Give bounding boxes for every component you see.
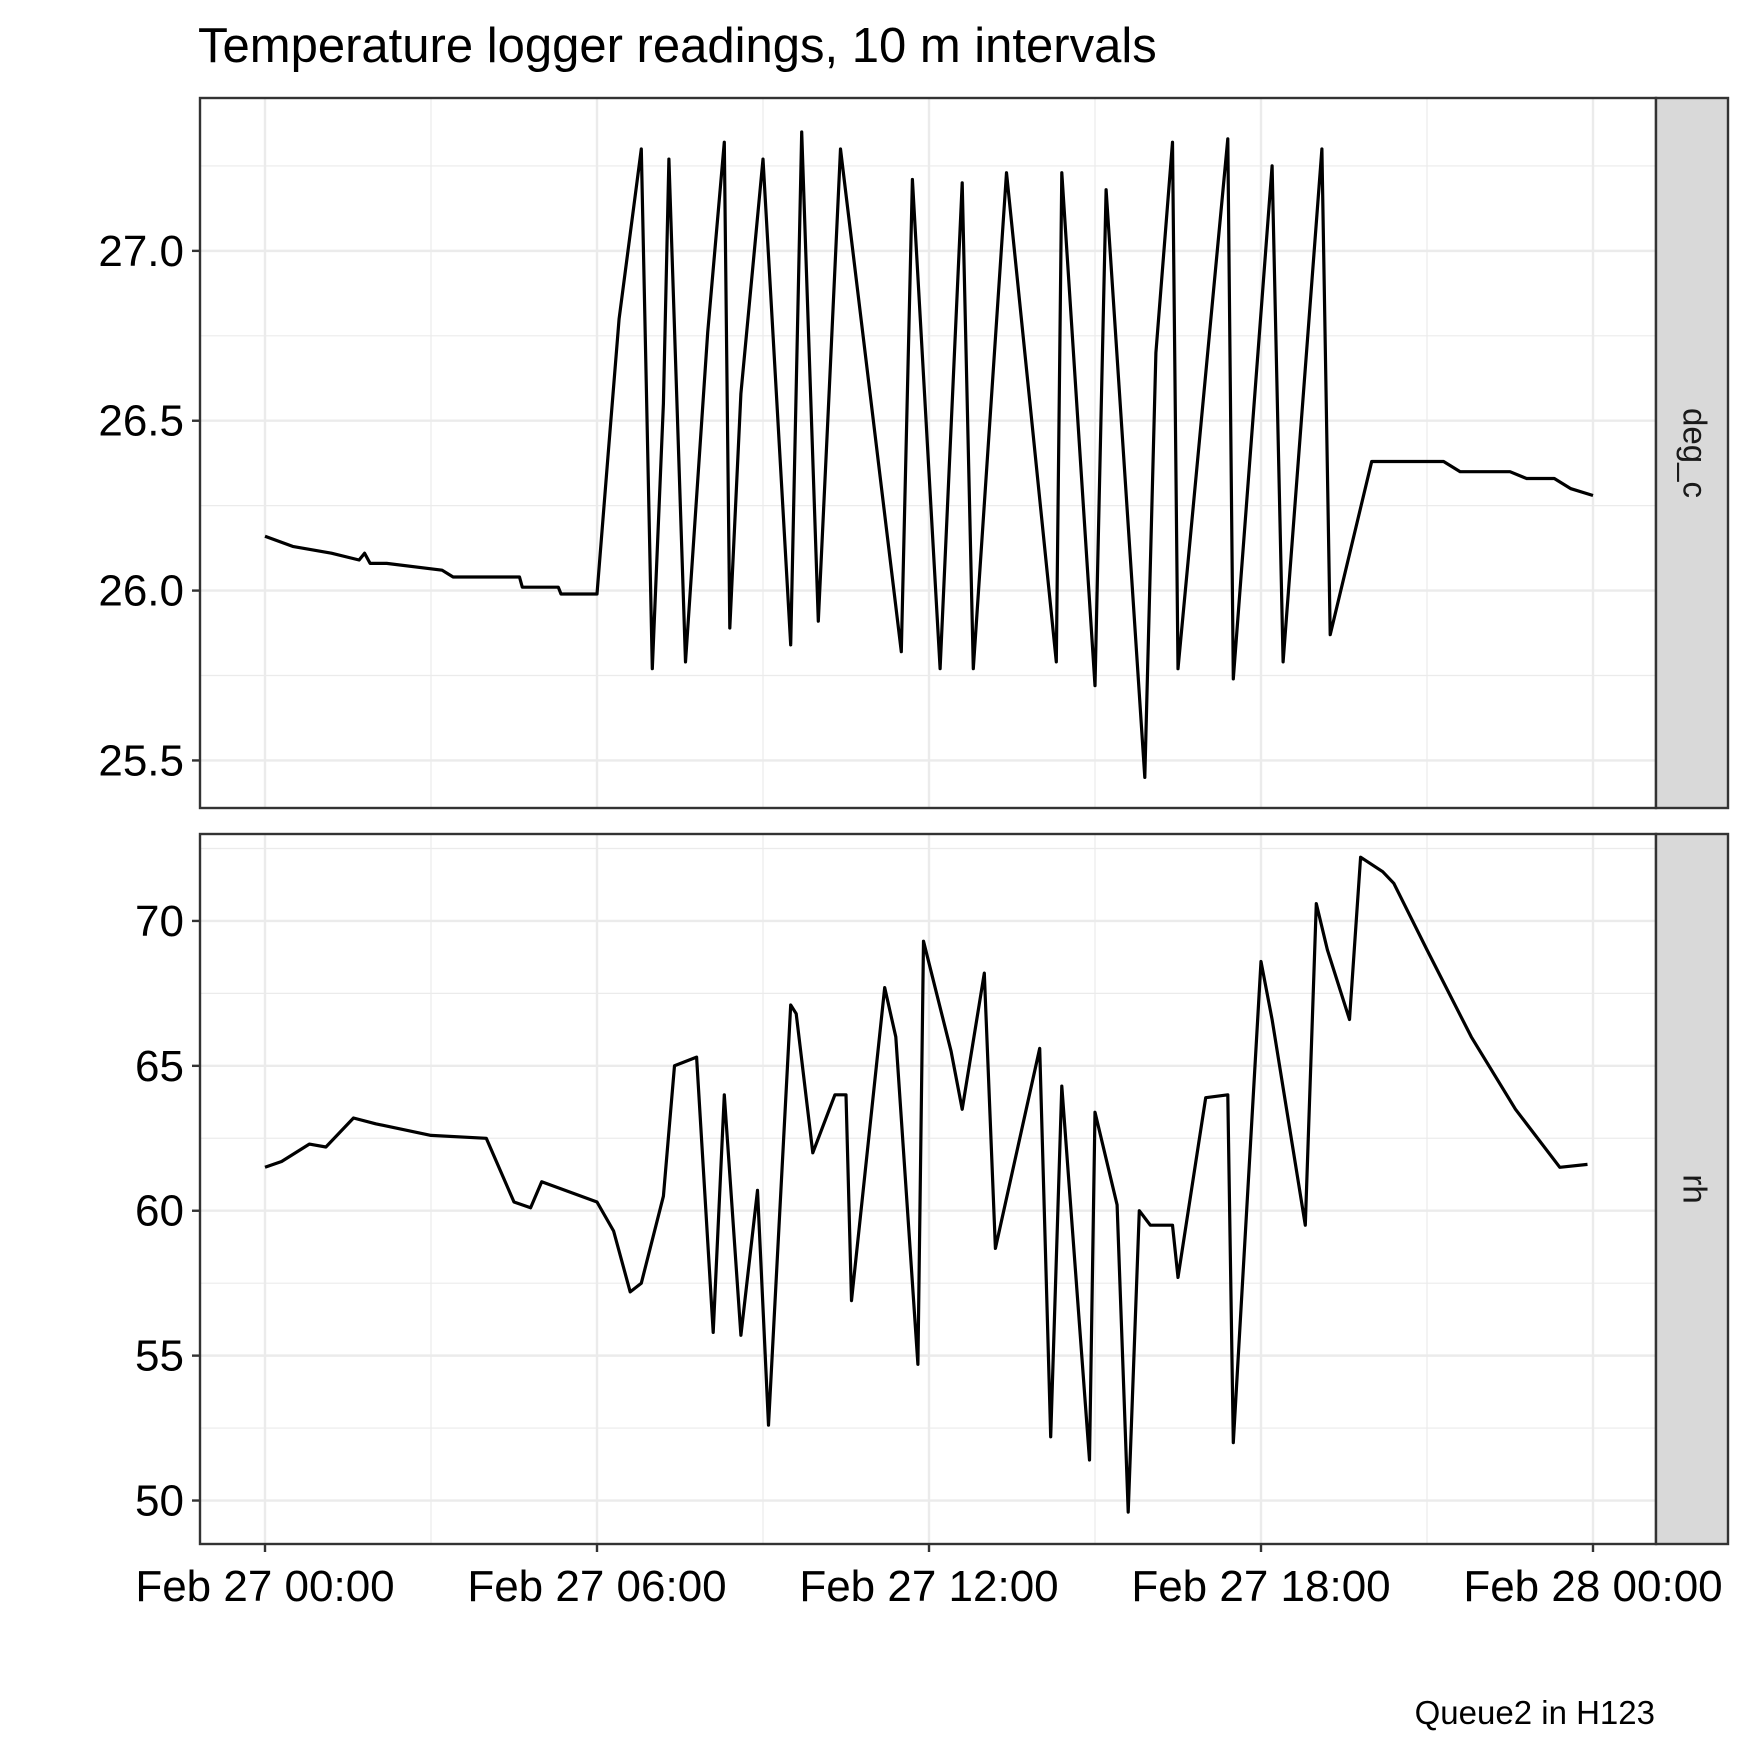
y-tick-label: 26.0	[98, 567, 184, 616]
series-line-rh	[264, 855, 1588, 1514]
chart-title: Temperature logger readings, 10 m interv…	[198, 19, 1157, 73]
panel-deg_c: 25.5 26.0 26.5 27.0 deg_c	[98, 96, 1730, 810]
x-tick-label: Feb 27 18:00	[1131, 1562, 1390, 1611]
y-tick-label: 25.5	[98, 736, 184, 785]
x-tick-label: Feb 27 00:00	[135, 1562, 394, 1611]
y-tick-label: 55	[135, 1332, 184, 1381]
facet-strip-label: deg_c	[1676, 408, 1713, 498]
y-tick-label: 60	[135, 1187, 184, 1236]
y-tick-label: 65	[135, 1042, 184, 1091]
facet-strip	[1654, 96, 1730, 810]
x-axis: Feb 27 00:00 Feb 27 06:00 Feb 27 12:00 Feb …	[135, 1544, 1723, 1611]
y-tick-label: 26.5	[98, 397, 184, 446]
x-tick-label: Feb 28 00:00	[1463, 1562, 1722, 1611]
x-tick-label: Feb 27 06:00	[467, 1562, 726, 1611]
facet-strip	[1654, 832, 1730, 1546]
x-tick-label: Feb 27 12:00	[799, 1562, 1058, 1611]
panel-rh: 50 55 60 65 70 rh	[135, 832, 1730, 1546]
y-tick-label: 70	[135, 897, 184, 946]
y-tick-label: 27.0	[98, 227, 184, 276]
facet-panels: 25.5 26.0 26.5 27.0 deg_c 50 55 60 65 70 rh	[98, 96, 1730, 1546]
chart-caption: Queue2 in H123	[1415, 1694, 1655, 1731]
y-tick-label: 50	[135, 1477, 184, 1526]
facet-strip-label: rh	[1676, 1174, 1713, 1203]
series-line-deg_c	[264, 130, 1594, 780]
